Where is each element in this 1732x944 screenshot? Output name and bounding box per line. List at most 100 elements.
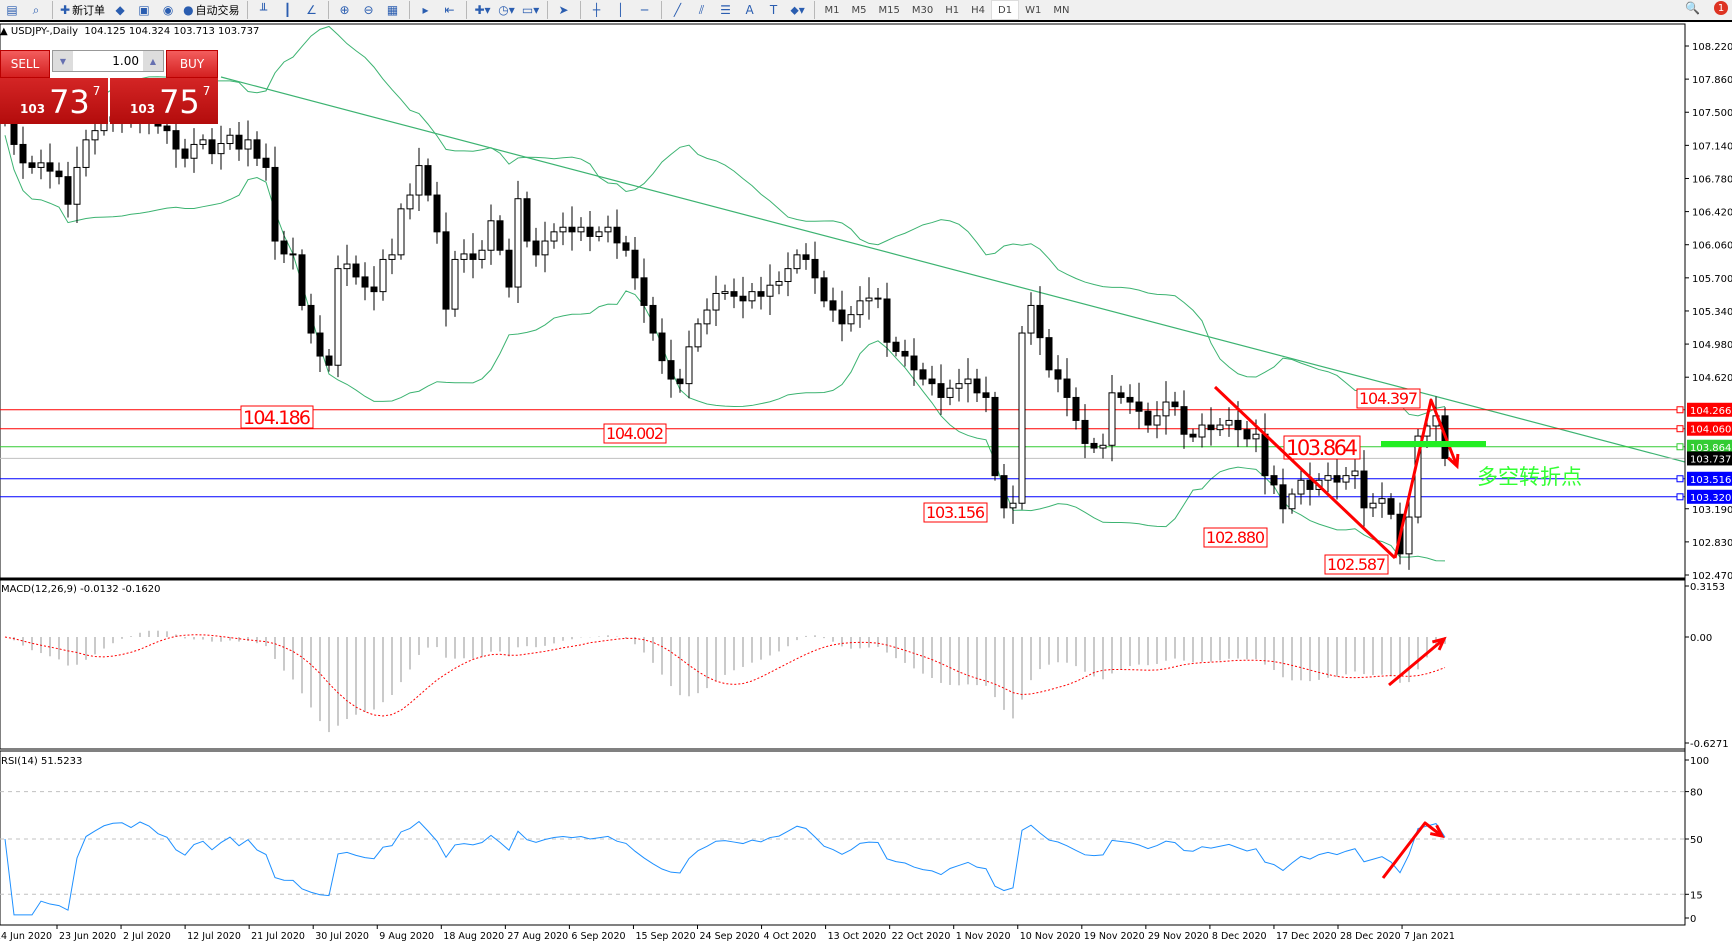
notification-badge[interactable]: 1	[1714, 1, 1728, 15]
candle	[658, 318, 666, 374]
timeframe-h1[interactable]: H1	[945, 4, 960, 16]
sell-price-box[interactable]: 103 73 7	[0, 78, 108, 124]
macd-axis-label: 0.00	[1690, 633, 1712, 644]
candle	[928, 365, 936, 396]
bullish-candle-body	[955, 383, 963, 389]
new-chart-button[interactable]: ▤	[0, 0, 24, 20]
candlestick-button[interactable]: ┃	[276, 0, 300, 20]
sell-button[interactable]: SELL	[0, 50, 50, 78]
sell-price-sup: 7	[92, 84, 101, 98]
chart-shift-button[interactable]: ⇤	[438, 0, 462, 20]
arrows-button[interactable]: ⬥▾	[786, 0, 810, 20]
candle	[766, 264, 774, 316]
search-icon[interactable]: 🔍	[1685, 1, 1700, 15]
candle	[820, 270, 828, 308]
toolbar-separator	[246, 1, 248, 19]
candle	[1198, 413, 1206, 448]
cursor-button[interactable]: ➤	[552, 0, 576, 20]
zoom-chart-button[interactable]: ⌕	[24, 0, 48, 20]
buy-button[interactable]: BUY	[166, 50, 218, 78]
bearish-candle-body	[1306, 479, 1314, 490]
candle	[874, 287, 882, 309]
bullish-candle-body	[397, 208, 405, 256]
autotrading-button[interactable]: ● 自动交易	[180, 0, 242, 20]
candle	[982, 376, 990, 413]
bearish-candle-body	[1036, 304, 1044, 339]
date-axis-label: 21 Jul 2020	[251, 931, 305, 942]
collapse-triangle-icon[interactable]: ▲	[0, 26, 8, 37]
text-button[interactable]: A	[738, 0, 762, 20]
signals-button[interactable]: ◉	[156, 0, 180, 20]
mql-editor-button[interactable]: ▣	[132, 0, 156, 20]
bearish-candle-body	[163, 125, 171, 132]
zoom-out-button[interactable]: ⊖	[357, 0, 381, 20]
candle	[388, 238, 396, 275]
timeframe-m30[interactable]: M30	[911, 4, 934, 16]
equidistant-channel-button[interactable]: ⫽	[690, 0, 714, 20]
bullish-candle-body	[1108, 392, 1116, 446]
symbol-label: USDJPY-,Daily	[10, 26, 79, 37]
bullish-candle-body	[388, 254, 396, 260]
date-axis-label: 18 Aug 2020	[443, 931, 504, 942]
periods-button[interactable]: ◷▾	[495, 0, 519, 20]
autoscroll-button[interactable]: ▸	[414, 0, 438, 20]
zoom-in-button[interactable]: ⊕	[333, 0, 357, 20]
candle	[1135, 382, 1143, 429]
line-chart-button[interactable]: ∠	[300, 0, 324, 20]
candle	[55, 162, 63, 185]
bar-chart-button[interactable]: ╨	[252, 0, 276, 20]
bearish-candle-body	[802, 254, 810, 260]
buy-price-box[interactable]: 103 75 7	[110, 78, 218, 124]
vertical-line-button[interactable]: │	[609, 0, 633, 20]
trendline-button[interactable]: ╱	[666, 0, 690, 20]
candle	[1180, 390, 1188, 449]
lot-increase-icon[interactable]: ▲	[143, 51, 163, 71]
timeframe-m15[interactable]: M15	[878, 4, 900, 16]
bearish-candle-body	[874, 297, 882, 300]
tile-windows-button[interactable]: ▦	[381, 0, 405, 20]
fibonacci-button[interactable]: ☰	[714, 0, 738, 20]
price-tag-label: 103.737	[1690, 454, 1731, 465]
text-label-button[interactable]: T	[762, 0, 786, 20]
candle	[1342, 467, 1350, 490]
bullish-candle-body	[595, 231, 603, 237]
timeframe-w1[interactable]: W1	[1025, 4, 1042, 16]
tile-windows-icon: ▦	[386, 3, 399, 17]
new-chart-icon: ▤	[6, 3, 18, 17]
candle	[289, 237, 297, 270]
timeframe-h4[interactable]: H4	[971, 4, 986, 16]
bearish-candle-body	[1243, 429, 1251, 440]
bullish-candle-body	[1351, 470, 1359, 477]
templates-button[interactable]: ▭▾	[519, 0, 543, 20]
lot-decrease-icon[interactable]: ▼	[53, 51, 73, 71]
bearish-candle-body	[19, 143, 27, 164]
new-order-button[interactable]: ✚ 新订单	[57, 0, 108, 20]
bullish-candle-body	[82, 139, 90, 168]
timeframe-m1[interactable]: M1	[824, 4, 840, 16]
candle	[73, 146, 81, 224]
candle	[910, 338, 918, 386]
bearish-candle-body	[937, 383, 945, 398]
lot-value[interactable]: 1.00	[112, 54, 139, 68]
bearish-candle-body	[1261, 433, 1269, 477]
bullish-candle-body	[1342, 475, 1350, 483]
date-axis-label: 29 Nov 2020	[1148, 931, 1209, 942]
price-axis-label: 105.340	[1692, 307, 1732, 318]
level-line-handle	[1676, 475, 1684, 483]
crosshair-button[interactable]: ┼	[585, 0, 609, 20]
candle	[1288, 488, 1296, 514]
timeframe-d1[interactable]: D1	[991, 0, 1020, 20]
horizontal-line-button[interactable]: ─	[633, 0, 657, 20]
lot-size-input[interactable]: ▼ 1.00 ▲	[52, 50, 164, 72]
indicators-button[interactable]: ✚▾	[471, 0, 495, 20]
candle	[271, 146, 279, 260]
timeframe-mn[interactable]: MN	[1053, 4, 1070, 16]
descending-trendline	[220, 76, 1686, 463]
arrows-icon: ⬥▾	[790, 2, 805, 17]
timeframe-m5[interactable]: M5	[851, 4, 867, 16]
candle	[1216, 417, 1224, 436]
history-center-button[interactable]: ◆	[108, 0, 132, 20]
buy-price-big: 103	[130, 102, 156, 116]
price-axis-label: 102.470	[1692, 571, 1732, 582]
